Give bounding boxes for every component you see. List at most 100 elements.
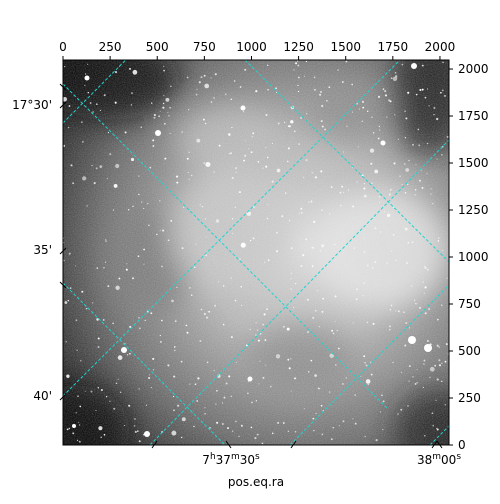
star xyxy=(351,111,354,113)
bright-star xyxy=(84,75,90,81)
star xyxy=(310,200,313,203)
star xyxy=(287,147,290,150)
top-tick-label: 1500 xyxy=(330,40,361,54)
star xyxy=(404,137,407,139)
star xyxy=(332,426,335,429)
star xyxy=(93,182,96,185)
star xyxy=(195,243,197,245)
star xyxy=(422,281,424,283)
star xyxy=(328,391,331,393)
star xyxy=(404,191,407,194)
star xyxy=(303,176,305,178)
world-coordinate-grid xyxy=(63,60,449,445)
star xyxy=(171,299,174,303)
star xyxy=(311,265,314,267)
star xyxy=(181,436,183,439)
star xyxy=(134,430,137,433)
star xyxy=(147,202,149,205)
star xyxy=(410,285,413,287)
star xyxy=(436,318,439,321)
star xyxy=(90,390,93,393)
star xyxy=(230,395,232,397)
star xyxy=(314,88,316,91)
star xyxy=(95,167,98,170)
star xyxy=(159,200,161,202)
star xyxy=(294,130,296,133)
star xyxy=(406,183,409,185)
top-tick-label: 750 xyxy=(193,40,216,54)
star xyxy=(382,88,385,91)
star xyxy=(173,409,175,412)
star xyxy=(421,64,424,67)
star xyxy=(257,339,260,342)
star xyxy=(262,376,265,379)
star xyxy=(148,376,151,380)
right-tick-label: 1500 xyxy=(458,156,489,170)
star xyxy=(404,227,408,231)
star xyxy=(186,157,189,160)
star xyxy=(418,179,422,182)
star xyxy=(379,231,382,233)
star xyxy=(114,101,117,104)
star xyxy=(159,340,162,343)
star xyxy=(240,285,242,288)
star xyxy=(133,425,136,427)
star xyxy=(190,294,193,296)
star xyxy=(298,213,300,215)
star xyxy=(386,262,388,264)
star xyxy=(330,438,333,441)
right-tick-label: 2000 xyxy=(458,62,489,76)
star xyxy=(436,158,438,160)
ra-tick xyxy=(431,440,438,449)
star xyxy=(334,243,336,246)
star xyxy=(265,146,267,149)
star xyxy=(287,358,290,361)
star xyxy=(415,302,417,305)
star xyxy=(233,80,236,82)
star xyxy=(364,435,366,438)
star xyxy=(199,204,201,206)
star xyxy=(438,359,441,362)
star xyxy=(193,266,196,269)
star xyxy=(423,265,426,267)
star xyxy=(208,310,211,313)
star xyxy=(310,359,313,362)
ra-tick xyxy=(225,440,232,449)
star xyxy=(389,309,392,311)
star xyxy=(276,250,278,253)
star xyxy=(167,111,169,114)
star xyxy=(163,65,165,67)
star xyxy=(64,66,66,68)
star xyxy=(393,206,395,208)
star xyxy=(221,402,223,404)
star xyxy=(366,110,369,112)
star xyxy=(85,307,88,310)
star xyxy=(422,386,424,389)
star xyxy=(277,421,280,424)
star xyxy=(372,322,375,325)
star xyxy=(414,382,417,385)
star xyxy=(408,380,410,382)
ra-axis: 7h37m30s 38m00s pos.eq.ra xyxy=(151,440,461,489)
star xyxy=(168,115,170,117)
star xyxy=(203,162,206,164)
star xyxy=(406,262,408,264)
star xyxy=(195,93,198,96)
star xyxy=(174,320,177,323)
star xyxy=(354,394,356,396)
star xyxy=(152,139,155,142)
star xyxy=(429,376,431,379)
star xyxy=(203,74,206,77)
star xyxy=(357,146,359,148)
star xyxy=(198,81,201,84)
star xyxy=(105,395,108,398)
star xyxy=(276,231,278,234)
star xyxy=(170,85,172,87)
star xyxy=(400,408,403,411)
star xyxy=(363,182,366,185)
star xyxy=(84,84,86,86)
star xyxy=(70,164,73,167)
star xyxy=(196,400,199,402)
star xyxy=(228,375,231,378)
star xyxy=(216,389,218,392)
